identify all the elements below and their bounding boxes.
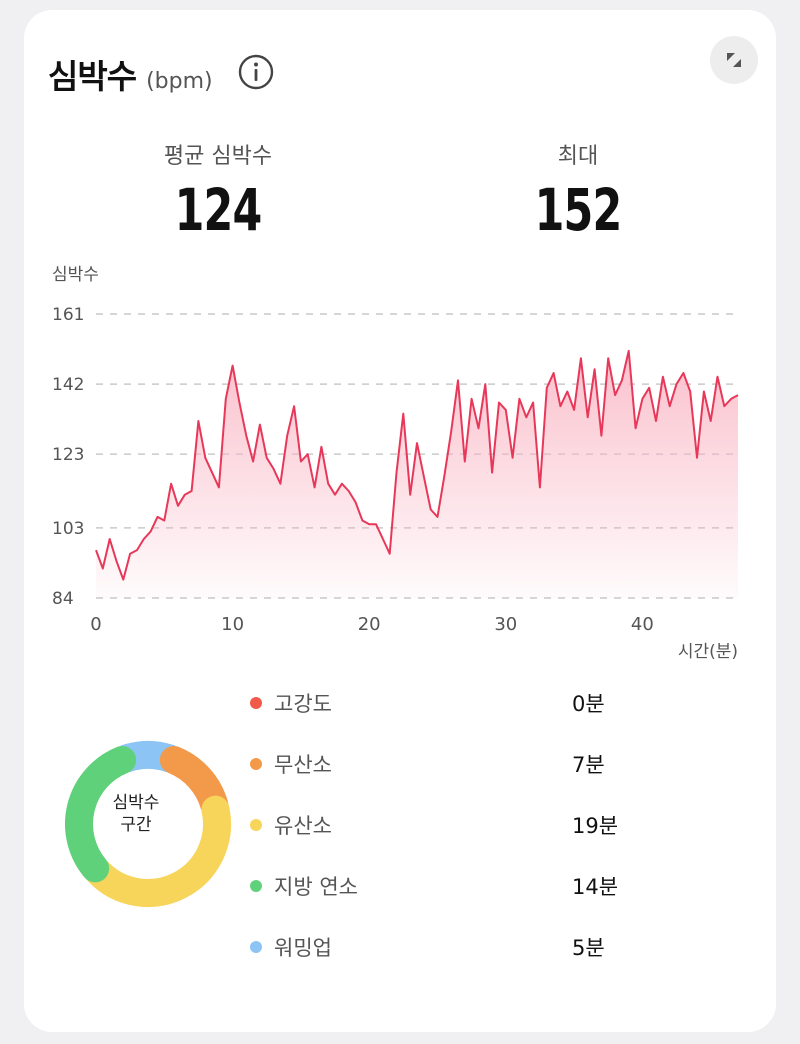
x-tick-label: 30 (494, 614, 517, 635)
avg-stat: 평균 심박수 124 (98, 138, 338, 244)
x-tick-label: 0 (90, 614, 101, 635)
info-icon[interactable] (238, 54, 274, 90)
heart-rate-chart: 심박수 161 142 123 103 84 0 10 20 30 40 시간(분) (52, 265, 739, 662)
y-tick-label: 84 (52, 589, 74, 609)
card-title: 심박수 (48, 57, 137, 96)
avg-value: 124 (174, 176, 263, 244)
zone-legend-item: 워밍업 5분 (246, 932, 646, 962)
zone-legend-item: 유산소 19분 (246, 810, 646, 840)
zone-color-dot (250, 697, 262, 709)
y-tick-label: 142 (52, 375, 84, 395)
zone-name: 유산소 (274, 814, 332, 838)
zone-color-dot (250, 880, 262, 892)
y-tick-label: 103 (52, 519, 84, 539)
series-area (96, 350, 738, 598)
max-value: 152 (534, 176, 623, 244)
zone-name: 지방 연소 (274, 875, 358, 899)
zone-name: 무산소 (274, 753, 332, 777)
y-axis-label: 심박수 (52, 265, 99, 285)
donut-label-line1: 심박수 (112, 793, 160, 813)
max-stat: 최대 152 (458, 138, 698, 244)
zone-legend-item: 무산소 7분 (246, 749, 646, 779)
zone-color-dot (250, 758, 262, 770)
y-tick-label: 161 (52, 305, 84, 325)
x-tick-label: 20 (358, 614, 381, 635)
zone-duration: 14분 (572, 875, 619, 899)
zone-legend-item: 지방 연소 14분 (246, 871, 646, 901)
zone-name: 고강도 (274, 692, 332, 716)
zone-duration: 7분 (572, 753, 605, 777)
x-axis-label: 시간(분) (678, 642, 738, 662)
donut-segment (65, 746, 137, 883)
zone-name: 워밍업 (274, 936, 332, 960)
zone-duration: 19분 (572, 814, 619, 838)
x-tick-label: 40 (631, 614, 654, 635)
donut-label-line2: 구간 (120, 815, 152, 835)
collapse-button[interactable] (710, 36, 758, 84)
donut-center-label: 심박수 구간 (94, 792, 178, 836)
series-line (95, 349, 739, 581)
zone-color-dot (250, 941, 262, 953)
title-row: 심박수 (bpm) (48, 50, 213, 98)
avg-label: 평균 심박수 (163, 144, 273, 169)
collapse-icon (727, 53, 741, 67)
zone-duration: 0분 (572, 692, 605, 716)
zone-color-dot (250, 819, 262, 831)
zone-duration: 5분 (572, 936, 605, 960)
y-tick-label: 123 (52, 445, 84, 465)
unit-label: (bpm) (146, 69, 213, 94)
zone-legend-item: 고강도 0분 (246, 688, 646, 718)
x-tick-label: 10 (221, 614, 244, 635)
donut-segment (84, 795, 231, 907)
max-label: 최대 (557, 144, 599, 169)
